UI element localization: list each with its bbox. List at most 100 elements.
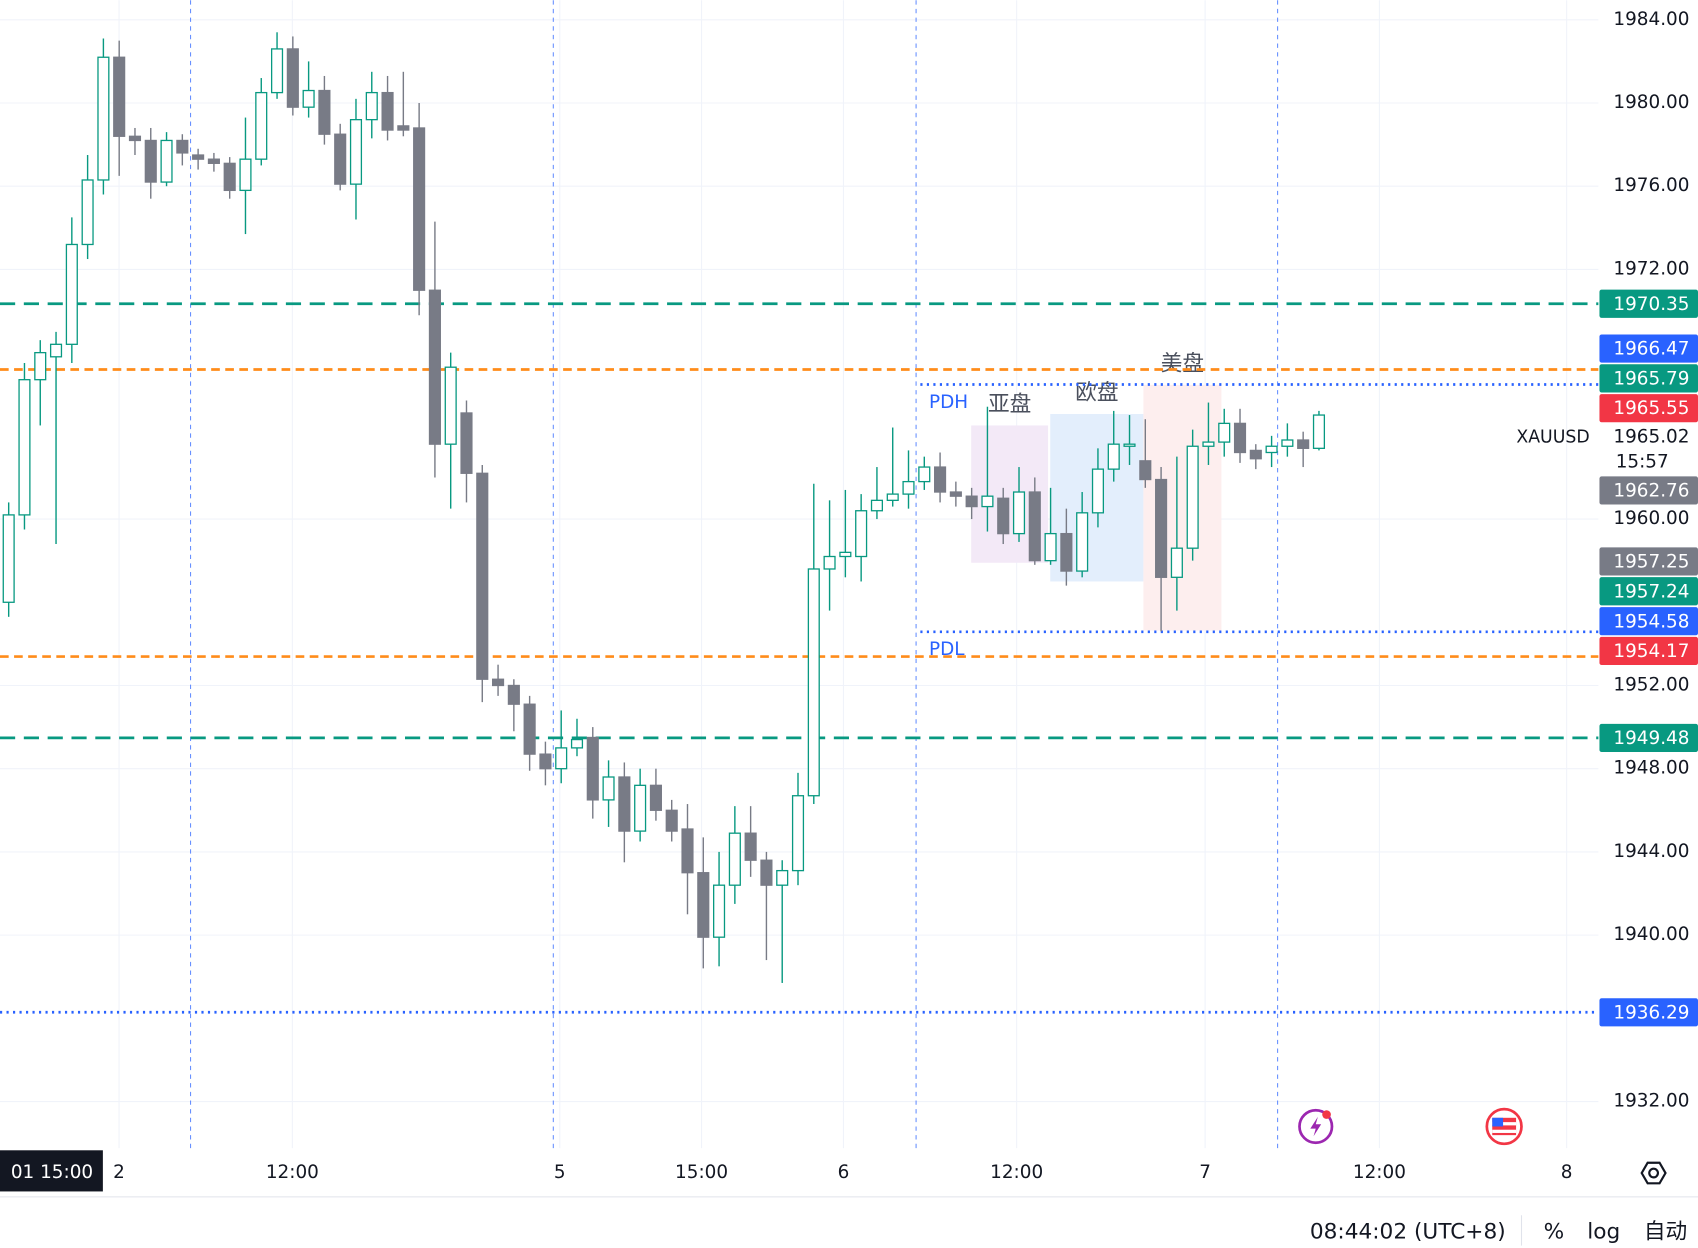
x-tick-label: 8	[1561, 1162, 1573, 1183]
candle-body	[649, 784, 662, 811]
price-label: 1965.55	[1613, 398, 1689, 419]
price-label-box	[1599, 723, 1698, 752]
candle-body	[144, 139, 157, 183]
candle-body	[97, 56, 110, 181]
candle-body	[318, 89, 331, 135]
x-tick-label: 12:00	[1353, 1162, 1406, 1183]
x-tick-label: 7	[1199, 1162, 1211, 1183]
candle-body	[286, 48, 299, 108]
candle-body	[744, 832, 757, 861]
x-tick-label: 12:00	[990, 1162, 1043, 1183]
candle-body	[665, 809, 678, 832]
candle-body	[570, 738, 584, 749]
candle-body	[870, 499, 883, 512]
candle-body	[2, 514, 15, 603]
candle-body	[176, 139, 189, 154]
candle-body	[918, 466, 931, 483]
x-tick-label: 12:00	[266, 1162, 319, 1183]
price-label: 1962.76	[1613, 481, 1689, 502]
candle-body	[965, 495, 978, 508]
candle-body	[128, 135, 142, 142]
candle-body	[539, 753, 552, 770]
level-label: PDL	[929, 639, 965, 660]
candle-body	[192, 154, 205, 160]
candle-body	[1265, 445, 1278, 454]
candle-body	[349, 119, 363, 185]
candle-body	[1123, 443, 1136, 447]
price-label-box	[1599, 394, 1698, 423]
candle-body	[1233, 422, 1247, 454]
candle-body	[713, 884, 726, 938]
price-label-box	[1599, 607, 1698, 636]
candle-body	[823, 555, 836, 570]
price-label-box	[1599, 547, 1698, 576]
candle-body	[1281, 439, 1294, 447]
crosshair-box	[0, 1150, 103, 1192]
candle-body	[634, 784, 647, 832]
candle-body	[934, 466, 947, 493]
candle-body	[460, 412, 473, 474]
percent-button[interactable]: %	[1544, 1220, 1565, 1245]
candle-body	[1155, 478, 1168, 578]
y-tick-label: 1972.00	[1613, 258, 1689, 279]
candle-body	[855, 510, 868, 558]
candle-body	[491, 678, 505, 687]
level-label: PDH	[929, 392, 968, 413]
grid-layer	[0, 0, 1599, 1149]
candle-body	[428, 289, 441, 445]
y-tick-label: 1944.00	[1613, 841, 1689, 862]
price-label-box	[1599, 577, 1698, 606]
candle-body	[602, 776, 615, 801]
candle-body	[1012, 491, 1026, 535]
candle-body	[555, 747, 568, 770]
candle-body	[728, 832, 741, 886]
candle-body	[444, 366, 457, 445]
candle-body	[807, 568, 820, 797]
candle-body	[239, 158, 252, 192]
price-label: 1970.35	[1613, 294, 1689, 315]
price-label: 1965.79	[1613, 368, 1689, 389]
settings-icon[interactable]	[1640, 1161, 1667, 1185]
candle-body	[523, 703, 536, 755]
candle-body	[760, 859, 773, 886]
candle-body	[223, 162, 236, 192]
price-label: 1957.24	[1613, 581, 1689, 602]
candle-body	[365, 91, 378, 121]
y-tick-label: 1980.00	[1613, 92, 1689, 113]
price-label-box	[1599, 998, 1698, 1027]
events-icon[interactable]	[1298, 1108, 1334, 1145]
price-label-box	[1599, 334, 1698, 363]
candle-body	[586, 736, 599, 801]
candle-body	[65, 243, 78, 345]
price-label: 1954.58	[1613, 611, 1689, 632]
y-tick-label: 1932.00	[1613, 1091, 1689, 1112]
y-tick-label: 1940.00	[1613, 924, 1689, 945]
candle-body	[839, 551, 852, 558]
candle-body	[334, 133, 347, 185]
countdown-label: 15:57	[1616, 451, 1669, 472]
candle-body	[1028, 491, 1041, 562]
x-tick-label: 6	[838, 1162, 850, 1183]
candle-body	[681, 828, 694, 874]
candle-body	[1060, 532, 1073, 572]
candle-body	[1249, 449, 1262, 460]
price-label: 1954.17	[1613, 641, 1689, 662]
candle-body	[618, 776, 631, 832]
price-label: 1957.25	[1613, 552, 1689, 573]
x-tick-label: 5	[554, 1162, 566, 1183]
axis-layer: 01 15:00 08:44:02 (UTC+8) % log 自动 1984.…	[0, 9, 1698, 1246]
price-label: 1966.47	[1613, 339, 1689, 360]
candle-body	[1076, 512, 1089, 572]
candle-body	[302, 89, 315, 108]
symbol-label: XAUUSD	[1516, 427, 1589, 447]
auto-button[interactable]: 自动	[1644, 1220, 1687, 1245]
economic-event-icon[interactable]	[1485, 1107, 1523, 1146]
y-tick-label: 1948.00	[1613, 758, 1689, 779]
candle-body	[1186, 445, 1199, 549]
log-button[interactable]: log	[1587, 1220, 1620, 1245]
y-tick-label: 1976.00	[1613, 175, 1689, 196]
y-tick-label: 1960.00	[1613, 508, 1689, 529]
